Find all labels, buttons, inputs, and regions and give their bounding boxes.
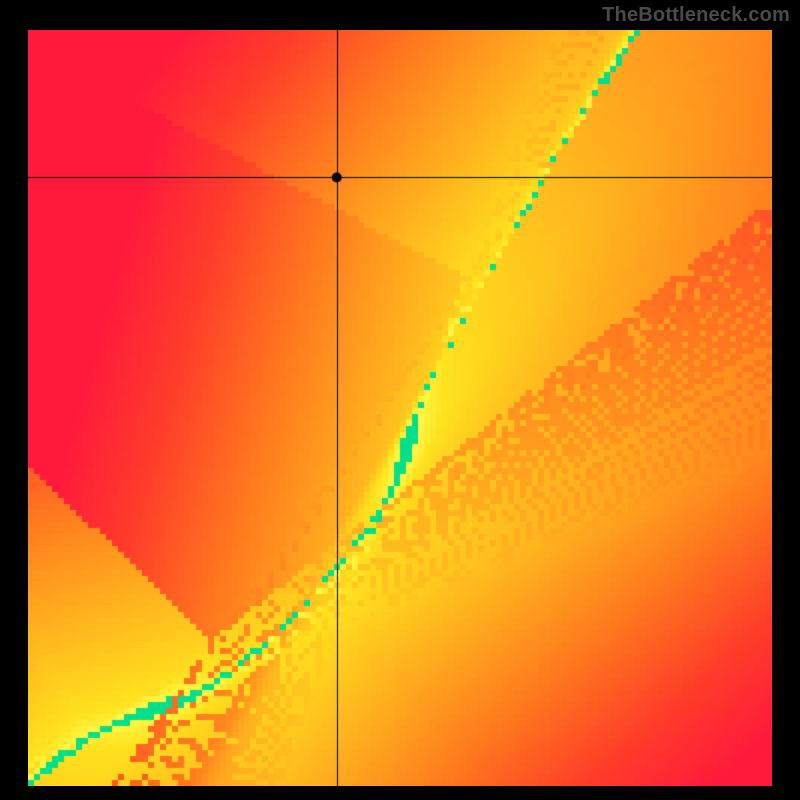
bottleneck-heatmap xyxy=(28,30,772,786)
watermark-label: TheBottleneck.com xyxy=(602,4,790,27)
